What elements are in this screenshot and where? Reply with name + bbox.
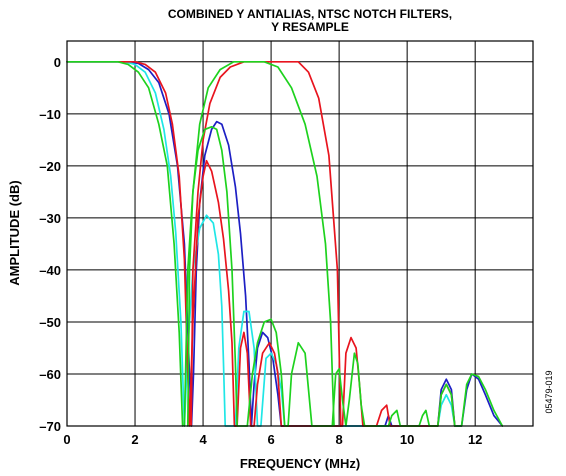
chart-title-line2: Y RESAMPLE	[271, 20, 349, 34]
grid	[67, 41, 533, 426]
y-tick-label: 0	[54, 55, 61, 70]
red-response-curve	[66, 60, 456, 427]
plot-frame	[66, 40, 534, 427]
y-tick-label: –10	[39, 107, 61, 122]
figure-id: 05479-019	[544, 370, 554, 413]
curves	[66, 60, 504, 427]
green-response-curve	[186, 125, 504, 427]
y-tick-label: –20	[39, 159, 61, 174]
blue-response-curve	[66, 60, 504, 427]
x-tick-label: 10	[400, 432, 414, 447]
chart-title-line1: COMBINED Y ANTIALIAS, NTSC NOTCH FILTERS…	[168, 7, 452, 21]
green-response-curve	[66, 60, 184, 427]
green-response-curve	[183, 60, 335, 427]
cyan-response-curve	[66, 60, 456, 427]
x-tick-label: 0	[63, 432, 70, 447]
tick-labels: 0 2 4 6 8 10 12 0 –10 –20 –30 –40 –50 –60 –70	[39, 55, 482, 447]
y-tick-label: –60	[39, 367, 61, 382]
x-tick-label: 4	[199, 432, 207, 447]
x-tick-label: 8	[335, 432, 342, 447]
x-tick-label: 2	[131, 432, 138, 447]
y-tick-label: –70	[39, 419, 61, 434]
x-tick-label: 6	[267, 432, 274, 447]
y-tick-label: –40	[39, 263, 61, 278]
x-tick-label: 12	[468, 432, 482, 447]
y-axis-label: AMPLITUDE (dB)	[7, 180, 22, 285]
x-axis-label: FREQUENCY (MHz)	[240, 456, 360, 471]
red-response-curve	[190, 60, 342, 427]
y-tick-label: –50	[39, 315, 61, 330]
y-tick-label: –30	[39, 211, 61, 226]
